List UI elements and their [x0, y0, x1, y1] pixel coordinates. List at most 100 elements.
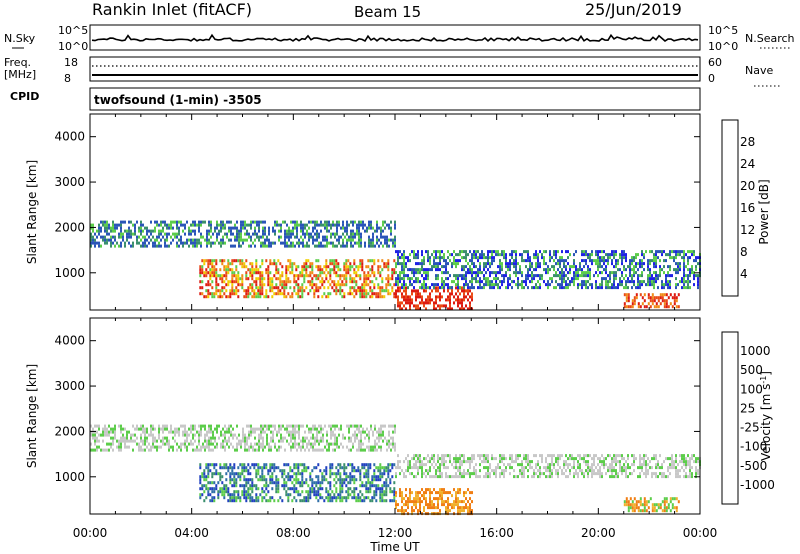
echo-cell — [335, 286, 338, 290]
echo-cell — [485, 457, 487, 461]
echo-cell — [417, 268, 419, 272]
echo-cell — [290, 448, 292, 452]
echo-cell — [244, 226, 246, 230]
echo-cell — [345, 472, 348, 476]
echo-cell — [537, 259, 539, 263]
echo-cell — [387, 265, 390, 269]
echo-cell — [136, 241, 138, 245]
echo-cell — [258, 427, 260, 431]
echo-cell — [230, 442, 232, 446]
echo-cell — [397, 277, 399, 281]
echo-cell — [363, 484, 366, 488]
echo-cell — [376, 235, 378, 239]
echo-cell — [597, 262, 599, 266]
echo-cell — [164, 436, 166, 440]
echo-cell — [200, 445, 202, 449]
echo-cell — [515, 259, 517, 263]
echo-cell — [513, 271, 515, 275]
echo-cell — [655, 277, 657, 281]
echo-cell — [199, 280, 202, 284]
echo-cell — [373, 475, 376, 479]
echo-cell — [511, 460, 513, 464]
echo-cell — [92, 223, 94, 227]
echo-cell — [248, 445, 250, 449]
echo-cell — [200, 244, 202, 248]
echo-cell — [569, 280, 571, 284]
echo-cell — [250, 244, 252, 248]
echo-cell — [507, 268, 509, 272]
echo-cell — [533, 472, 535, 476]
echo-cell — [375, 292, 378, 296]
echo-cell — [359, 472, 362, 476]
echo-cell — [459, 298, 461, 302]
echo-cell — [281, 283, 284, 287]
echo-cell — [214, 439, 216, 443]
echo-cell — [106, 430, 108, 434]
echo-cell — [295, 499, 298, 503]
echo-cell — [439, 286, 441, 290]
echo-cell — [615, 259, 617, 263]
echo-cell — [144, 436, 146, 440]
echo-cell — [250, 238, 252, 242]
echo-cell — [361, 481, 364, 485]
echo-cell — [106, 226, 108, 230]
echo-cell — [372, 244, 374, 248]
echo-cell — [425, 457, 427, 461]
echo-cell — [213, 271, 216, 275]
echo-cell — [653, 277, 655, 281]
echo-cell — [154, 439, 156, 443]
echo-cell — [392, 439, 394, 443]
echo-cell — [359, 484, 362, 488]
echo-cell — [354, 439, 356, 443]
echo-cell — [291, 268, 294, 272]
echo-cell — [247, 487, 250, 491]
echo-cell — [248, 235, 250, 239]
echo-cell — [547, 475, 549, 479]
echo-cell — [419, 280, 421, 284]
echo-cell — [483, 286, 485, 290]
echo-cell — [274, 220, 276, 224]
echo-cell — [316, 439, 318, 443]
echo-cell — [350, 235, 352, 239]
echo-cell — [411, 292, 413, 296]
echo-cell — [204, 445, 206, 449]
echo-cell — [279, 283, 282, 287]
echo-cell — [381, 499, 384, 503]
echo-cell — [391, 475, 394, 479]
echo-cell — [485, 466, 487, 470]
echo-cell — [231, 283, 234, 287]
echo-cell — [199, 271, 202, 275]
echo-cell — [647, 283, 649, 287]
echo-cell — [347, 271, 350, 275]
echo-cell — [369, 466, 372, 470]
echo-cell — [367, 478, 370, 482]
echo-cell — [320, 241, 322, 245]
echo-cell — [209, 274, 212, 278]
echo-cell — [263, 496, 266, 500]
echo-cell — [210, 229, 212, 233]
echo-cell — [561, 256, 563, 260]
echo-cell — [467, 283, 469, 287]
echo-cell — [152, 229, 154, 233]
echo-cell — [271, 262, 274, 266]
echo-cell — [547, 466, 549, 470]
echo-cell — [647, 265, 649, 269]
echo-cell — [431, 463, 433, 467]
echo-cell — [243, 463, 246, 467]
echo-cell — [697, 256, 699, 260]
echo-cell — [132, 232, 134, 236]
echo-cell — [365, 277, 368, 281]
echo-cell — [515, 457, 517, 461]
echo-cell — [333, 472, 336, 476]
echo-cell — [364, 436, 366, 440]
echo-cell — [318, 448, 320, 452]
echo-cell — [229, 496, 232, 500]
echo-cell — [201, 292, 204, 296]
echo-cell — [419, 268, 421, 272]
echo-cell — [689, 268, 691, 272]
echo-cell — [379, 478, 382, 482]
echo-cell — [331, 262, 334, 266]
echo-cell — [294, 220, 296, 224]
echo-cell — [349, 475, 352, 479]
